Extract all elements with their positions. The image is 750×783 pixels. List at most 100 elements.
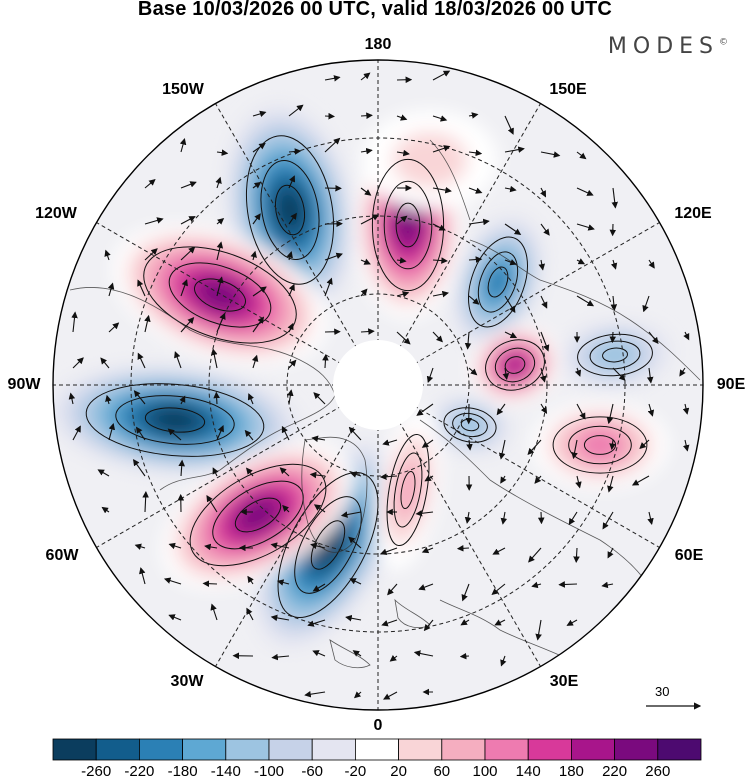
- height-contour: [468, 236, 528, 328]
- wind-vector: [270, 614, 290, 622]
- wind-vector: [107, 282, 115, 297]
- colorbar-swatch: [225, 738, 270, 761]
- wind-vector: [396, 215, 408, 225]
- wind-vector: [383, 691, 398, 700]
- wind-vector: [324, 252, 343, 261]
- meridian-line: [377, 103, 541, 386]
- wind-vector: [504, 259, 517, 266]
- wind-vector: [648, 331, 659, 345]
- wind-vector: [642, 295, 650, 313]
- wind-vector: [540, 151, 561, 158]
- colorbar-swatch: [571, 738, 616, 761]
- wind-vector: [535, 619, 542, 641]
- wind-vector: [250, 250, 257, 261]
- wind-vector: [179, 395, 186, 405]
- wind-vector: [216, 276, 224, 297]
- lon-label-30w: 30W: [170, 673, 204, 690]
- height-contour: [452, 412, 488, 438]
- wind-vector: [180, 216, 196, 225]
- wind-vector: [134, 543, 146, 550]
- wind-vector: [324, 112, 335, 120]
- low-anomaly-shade: [452, 411, 488, 439]
- wind-vector: [609, 439, 616, 451]
- wind-vector: [247, 393, 254, 405]
- wind-vector: [382, 439, 398, 446]
- lon-label-150e: 150E: [549, 81, 587, 98]
- wind-vector: [304, 690, 326, 698]
- wind-vector: [610, 295, 618, 311]
- wind-vector: [396, 257, 407, 264]
- wind-vector: [310, 542, 326, 550]
- wind-vector: [646, 367, 654, 384]
- wind-vector: [324, 277, 333, 297]
- wind-vector: [144, 178, 156, 189]
- wind-vector: [418, 583, 434, 591]
- height-contour: [260, 160, 320, 260]
- wind-vector: [360, 72, 371, 81]
- meridian-line: [96, 222, 379, 386]
- wind-vector: [426, 367, 434, 384]
- wind-vector: [324, 137, 341, 153]
- wind-vector: [252, 286, 267, 297]
- wind-vector: [360, 258, 371, 265]
- reference-vector-label: 30: [655, 684, 670, 699]
- wind-vector: [163, 577, 182, 585]
- wind-vector: [396, 331, 411, 345]
- colorbar-swatch: [354, 738, 399, 761]
- wind-vector: [353, 691, 362, 699]
- wind-vector: [492, 547, 506, 555]
- wind-vector: [287, 389, 294, 405]
- wind-vector: [504, 331, 518, 339]
- wind-vector: [288, 148, 302, 155]
- wind-vector: [491, 583, 506, 595]
- wind-vector: [432, 145, 451, 153]
- height-contour: [568, 425, 632, 465]
- wind-vector: [282, 504, 290, 513]
- colorbar-tick-label: 60: [433, 763, 451, 780]
- wind-vector: [252, 110, 267, 118]
- wind-vector: [215, 176, 222, 189]
- wind-vector: [432, 186, 452, 194]
- wind-vector: [324, 75, 341, 82]
- modes-logo: MODES©: [608, 34, 728, 59]
- lon-label-180: 180: [364, 36, 392, 53]
- height-contour: [115, 395, 235, 445]
- wind-vector: [424, 475, 434, 482]
- wind-vector: [307, 619, 326, 627]
- brand-text: MODES: [607, 34, 719, 59]
- height-contour: [393, 452, 423, 528]
- wind-vector: [432, 331, 443, 343]
- height-contour: [477, 251, 519, 313]
- lon-label-60w: 60W: [45, 547, 79, 564]
- wind-vector: [576, 403, 586, 420]
- height-contour: [274, 184, 306, 236]
- height-contour: [443, 407, 497, 443]
- lon-label-30e: 30E: [549, 673, 579, 690]
- wind-vector: [574, 367, 582, 377]
- wind-vector: [104, 249, 111, 261]
- wind-vector: [575, 475, 582, 489]
- wind-vector: [167, 428, 182, 441]
- colorbar-swatch: [614, 738, 659, 761]
- wind-vector: [460, 619, 470, 626]
- wind-vector: [178, 459, 185, 477]
- colorbar-swatch: [182, 738, 227, 761]
- wind-vector: [144, 217, 164, 225]
- wind-vector: [287, 322, 294, 333]
- wind-vector: [360, 288, 368, 297]
- low-anomaly-shade: [152, 407, 198, 433]
- wind-vector: [380, 547, 398, 555]
- height-contour: [485, 339, 545, 391]
- colorbar-swatch: [441, 738, 486, 761]
- wind-vector: [381, 619, 398, 627]
- wind-vector: [168, 542, 182, 550]
- wind-vector: [432, 290, 449, 298]
- lon-label-150w: 150W: [162, 81, 204, 98]
- height-contour: [487, 266, 509, 298]
- wind-vector: [174, 351, 182, 369]
- wind-vector: [576, 187, 594, 196]
- wind-vector: [179, 138, 187, 153]
- wind-vector: [216, 312, 226, 333]
- lon-label-120e: 120E: [674, 205, 712, 222]
